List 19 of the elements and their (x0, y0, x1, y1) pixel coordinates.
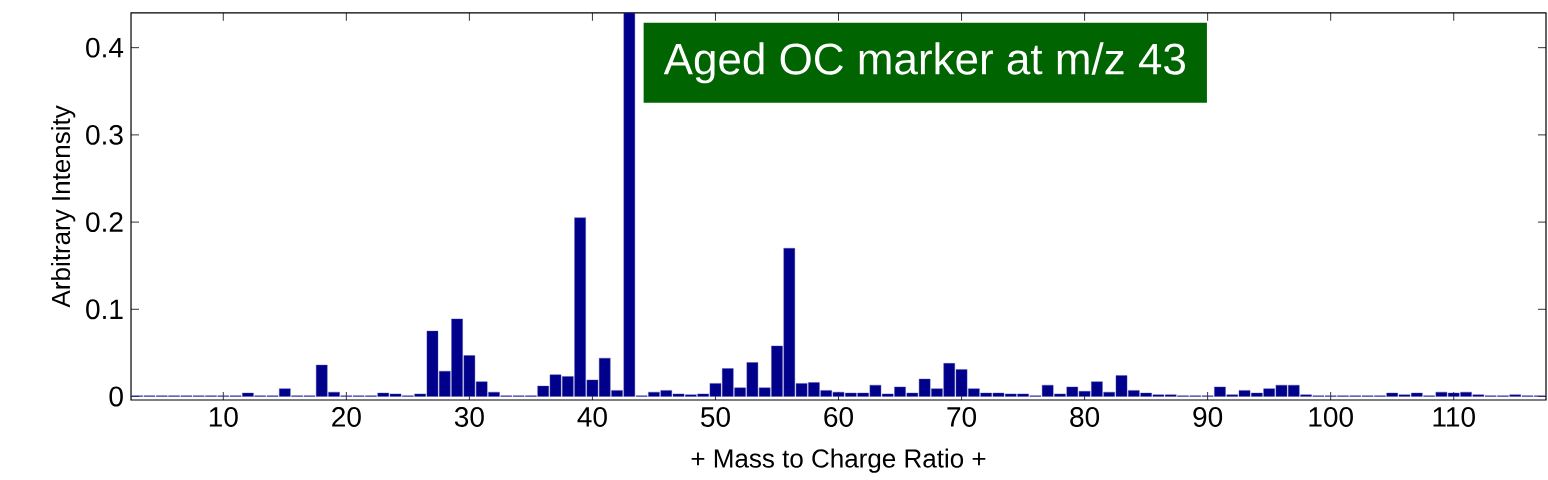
x-tick-label: 70 (947, 407, 977, 427)
y-tick-label: 0.4 (86, 37, 124, 58)
annotation: Aged OC marker at m/z 43 (663, 42, 1185, 84)
x-axis-title: + Mass to Charge Ratio + (691, 448, 986, 473)
x-tick-label: 20 (332, 407, 361, 427)
x-tick-label: 100 (1309, 407, 1353, 427)
x-tick-label: 60 (824, 407, 853, 427)
x-tick-label: 80 (1070, 407, 1100, 427)
x-tick-label: 50 (701, 407, 730, 427)
y-tick-label: 0 (109, 386, 123, 407)
x-tick-label: 40 (577, 407, 607, 427)
y-axis-title: Arbitrary Intensity (51, 105, 76, 308)
x-tick-label: 10 (209, 407, 238, 427)
y-tick-label: 0.1 (86, 299, 123, 320)
x-tick-label: 30 (454, 407, 484, 427)
y-tick-label: 0.2 (86, 212, 123, 233)
x-tick-label: 110 (1433, 407, 1475, 427)
x-tick-label: 90 (1193, 407, 1223, 427)
y-tick-label: 0.3 (86, 124, 123, 145)
